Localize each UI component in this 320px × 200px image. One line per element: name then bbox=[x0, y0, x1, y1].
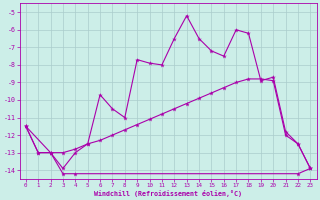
X-axis label: Windchill (Refroidissement éolien,°C): Windchill (Refroidissement éolien,°C) bbox=[94, 190, 242, 197]
